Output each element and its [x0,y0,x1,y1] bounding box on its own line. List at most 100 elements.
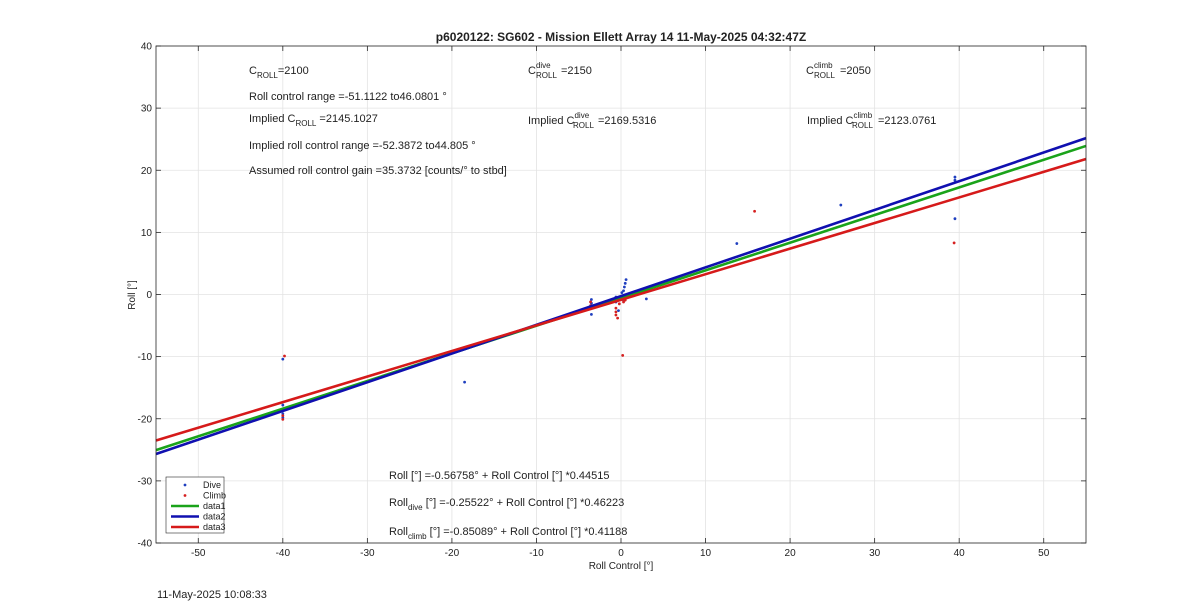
assumed-gain: Assumed roll control gain =35.3732 [coun… [249,165,507,177]
c-dive-prefix: C [528,65,536,77]
implied-climb-sub: ROLL [852,121,873,130]
legend-label-data1: data1 [203,501,226,511]
c-climb-sup: climb [814,61,833,70]
point-climb [614,313,618,317]
point-climb [283,354,286,358]
x-tick-label: 30 [869,548,881,559]
c-dive-value: =2150 [561,65,592,77]
point-climb [614,310,618,314]
c-dive-label: Cdive ROLL =2150 [528,61,592,80]
x-tick-label: -20 [445,548,460,559]
y-tick-label: 40 [141,42,153,53]
x-tick-label: 20 [785,548,797,559]
fit-line-data3 [155,157,1087,442]
x-axis-label: Roll Control [°] [589,561,654,572]
fit-climb-sub: climb [408,532,427,541]
implied-dive-sup: dive [574,111,589,120]
c-climb-value: =2050 [840,65,871,77]
fit-climb-prefix: Roll [389,526,408,538]
point-dive [463,380,466,384]
implied-c-prefix: Implied C [249,113,296,125]
point-climb [589,300,592,304]
point-climb [616,316,620,320]
implied-climb-prefix: Implied C [807,115,854,127]
x-tick-label: -50 [191,548,206,559]
point-dive [953,175,957,179]
implied-climb-sup: climb [853,111,872,120]
point-climb [614,306,618,310]
point-dive [735,242,739,245]
fit-line-data1 [155,144,1087,452]
point-dive [590,312,593,316]
point-climb [622,300,625,304]
implied-roll-range: Implied roll control range =-52.3872 to4… [249,140,476,152]
fit-dive-rest: [°] =-0.25522° + Roll Control [°] *0.462… [423,497,625,509]
point-climb [621,353,625,357]
legend-label-data2: data2 [203,512,226,522]
implied-dive-value: =2169.5316 [598,115,656,127]
point-dive [590,298,593,301]
point-dive [953,217,957,221]
axis-ticks: -50 -40 -30 -20 -10 0 10 20 30 40 50 -40 -30 -20 -10 0 1… [138,42,1086,559]
x-tick-label: -30 [360,548,375,559]
y-tick-label: 30 [141,104,153,115]
c-climb-sub: ROLL [814,71,835,80]
point-climb [281,417,285,421]
point-dive [617,309,620,313]
fit-dive-sub: dive [408,503,423,512]
implied-c-dive: Implied Cdive ROLL =2169.5316 [528,111,656,130]
y-tick-label: -10 [138,352,153,363]
point-dive [620,291,624,295]
point-dive [281,403,285,407]
legend-label-dive: Dive [203,480,221,490]
legend-marker-dive [183,483,187,487]
implied-c-sub: ROLL [295,119,316,128]
c-roll-value: =2100 [278,65,309,77]
c-dive-sub: ROLL [536,71,557,80]
x-tick-label: -40 [276,548,291,559]
point-climb [617,302,621,306]
fit-climb-rest: [°] =-0.85089° + Roll Control [°] *0.411… [427,526,628,538]
point-climb [753,209,756,213]
y-tick-label: -40 [138,539,153,550]
implied-c-roll: Implied CROLL =2145.1027 [249,113,378,128]
implied-dive-prefix: Implied C [528,115,575,127]
c-climb-label: Cclimb ROLL =2050 [806,61,871,80]
point-dive [644,297,648,301]
point-dive [839,203,843,207]
c-roll-sub: ROLL [257,71,278,80]
fit-equation-all: Roll [°] =-0.56758° + Roll Control [°] *… [389,470,610,482]
fit-line-data2 [155,136,1087,456]
implied-dive-sub: ROLL [573,121,594,130]
y-tick-label: -20 [138,414,153,425]
c-climb-prefix: C [806,65,814,77]
point-climb [952,241,956,245]
y-tick-label: -30 [138,476,153,487]
y-tick-label: 0 [146,290,152,301]
c-dive-sup: dive [536,61,551,70]
point-dive [953,178,957,182]
point-dive [622,289,625,293]
x-tick-label: -10 [529,548,544,559]
implied-climb-value: =2123.0761 [878,115,936,127]
y-axis-label: Roll [°] [127,280,138,310]
roll-control-range: Roll control range =-51.1122 to46.0801 ° [249,91,447,103]
fit-equation-climb: Rollclimb [°] =-0.85089° + Roll Control … [389,526,627,541]
c-roll-prefix: C [249,65,257,77]
x-tick-label: 40 [954,548,966,559]
point-dive [623,281,627,285]
fit-lines [155,136,1087,456]
y-tick-label: 10 [141,228,153,239]
point-climb [281,414,285,418]
footer-timestamp: 11-May-2025 10:08:33 [157,589,267,601]
fit-equation-dive: Rolldive [°] =-0.25522° + Roll Control [… [389,497,624,512]
x-tick-label: 10 [700,548,712,559]
legend-label-climb: Climb [203,491,226,501]
point-dive [281,357,285,361]
implied-c-value: =2145.1027 [316,113,377,125]
x-tick-label: 50 [1038,548,1050,559]
y-tick-label: 20 [141,166,153,177]
point-dive [624,278,628,281]
